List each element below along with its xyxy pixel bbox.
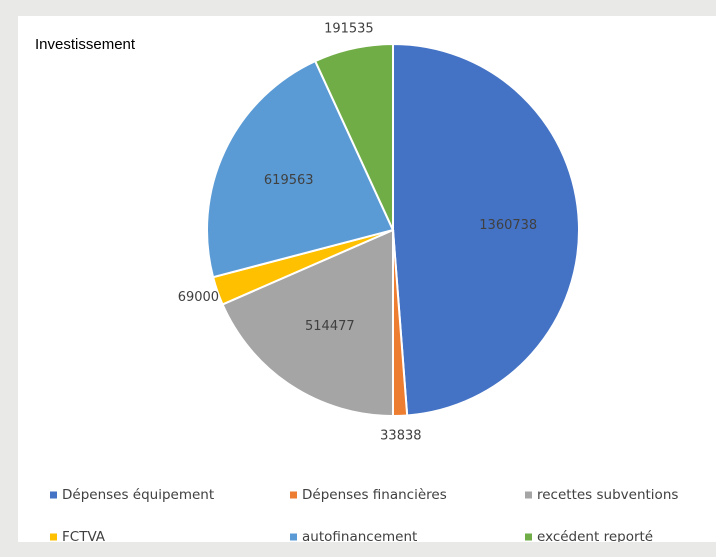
- data-label: 1360738: [479, 218, 537, 233]
- data-label: 191535: [324, 21, 374, 36]
- pie-slice: [221, 228, 394, 418]
- legend-label: recettes subventions: [537, 487, 678, 503]
- legend-swatch: [525, 491, 532, 499]
- data-label: 33838: [380, 428, 421, 443]
- chart-panel: Investissement 1360738 33838 514477 69000 61…: [18, 16, 716, 542]
- legend-label: autofinancement: [302, 529, 417, 542]
- data-label: 69000: [178, 290, 219, 305]
- data-label: 514477: [305, 319, 355, 334]
- legend-swatch: [290, 533, 297, 541]
- legend-swatch: [50, 533, 57, 541]
- pie-slice: [313, 42, 394, 231]
- legend-label: Dépenses équipement: [62, 487, 214, 503]
- data-label: 619563: [264, 173, 314, 188]
- chart-title: Investissement: [35, 36, 136, 53]
- pie-slice: [206, 59, 395, 279]
- legend-label: excédent reporté: [537, 529, 653, 542]
- legend-swatch: [50, 491, 57, 499]
- legend-label: Dépenses financières: [302, 487, 447, 503]
- legend-swatch: [290, 491, 297, 499]
- chart: Investissement 1360738 33838 514477 69000 61…: [35, 21, 678, 542]
- pie-slice: [392, 42, 580, 417]
- legend-label: FCTVA: [62, 529, 106, 542]
- legend-swatch: [525, 533, 532, 541]
